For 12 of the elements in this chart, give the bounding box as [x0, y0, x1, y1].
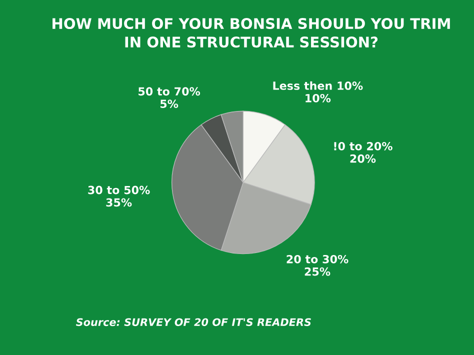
slice-label: !0 to 20% [334, 142, 392, 150]
source-note: Source: SURVEY OF 20 OF IT'S READERS [76, 318, 311, 326]
slice-label: 20 to 30% [286, 254, 348, 264]
data-label: 20% [350, 154, 376, 163]
slice-label: Less then 10% [273, 81, 363, 90]
data-label: 35% [106, 198, 132, 207]
data-label: 10% [306, 94, 331, 102]
data-label: 5% [160, 100, 178, 108]
chart-title: HOW MUCH OF YOUR BONSIA SHOULD YOU TRIM IN ONE STRUCTURAL SESSION? [52, 18, 450, 48]
slice-label: 30 to 50% [88, 186, 150, 194]
data-label: 25% [304, 267, 330, 276]
slice-label: 50 to 70% [138, 87, 200, 96]
